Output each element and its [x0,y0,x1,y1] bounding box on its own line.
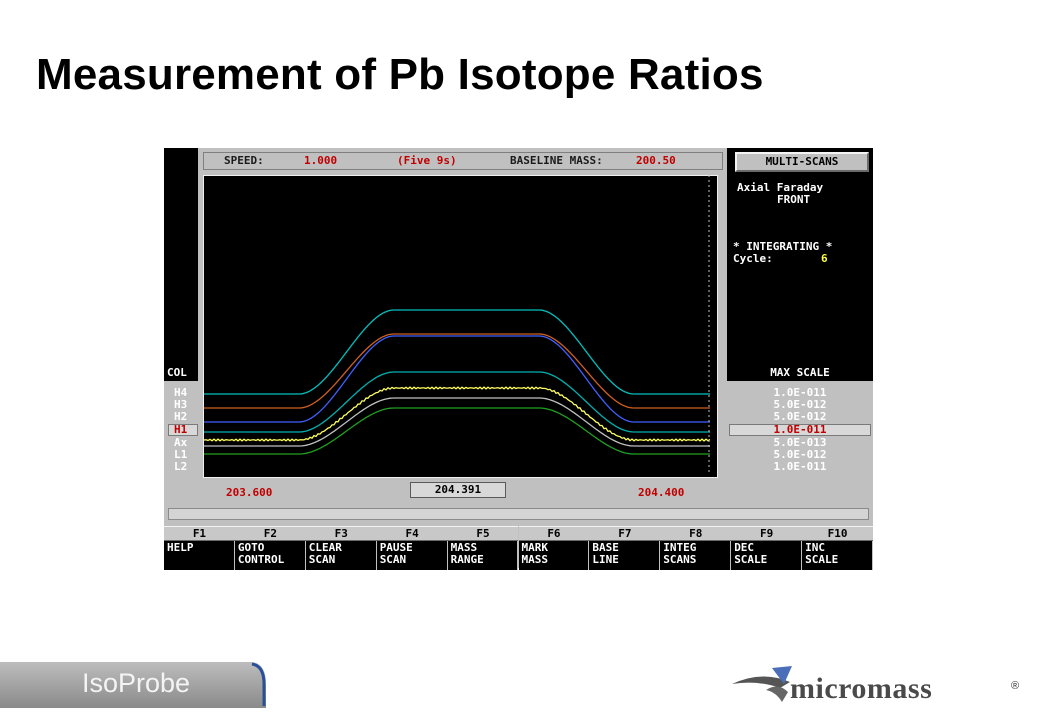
function-key-f5[interactable]: F5 MASS RANGE [447,526,519,570]
function-key-number: F5 [447,526,519,541]
function-key-label: DEC SCALE [731,541,803,570]
scan-header: SPEED: 1.000 (Five 9s) BASELINE MASS: 20… [198,148,727,175]
integrating-status: * INTEGRATING * [733,240,833,253]
function-key-label: CLEAR SCAN [305,541,377,570]
function-key-f2[interactable]: F2 GOTO CONTROL [234,526,306,570]
function-key-label: HELP [164,541,235,570]
function-key-f1[interactable]: F1 HELP [164,526,235,570]
max-scale-h1[interactable]: 1.0E-011 [729,424,871,436]
function-key-f3[interactable]: F3 CLEAR SCAN [305,526,377,570]
left-strip [164,148,198,381]
function-key-number: F7 [589,526,661,541]
function-key-number: F1 [164,526,235,541]
function-key-label: INTEG SCANS [660,541,732,570]
mass-start: 203.600 [226,486,273,499]
max-scale-h2[interactable]: 5.0E-012 [773,410,827,423]
max-scale-l1[interactable]: 5.0E-012 [773,448,827,461]
mass-end: 204.400 [638,486,685,499]
channel-h3[interactable]: H3 [174,398,188,411]
channel-h4[interactable]: H4 [174,386,188,399]
function-key-label: INC SCALE [802,541,873,570]
isoprobe-logo-bar [0,662,266,708]
function-key-bar: F1 HELP F2 GOTO CONTROL F3 CLEAR SCAN F4 PAUSE … [164,526,873,570]
max-scale-l2[interactable]: 1.0E-011 [773,460,827,473]
channel-ax[interactable]: Ax [174,436,188,449]
function-key-number: F3 [305,526,377,541]
max-scale-h4[interactable]: 1.0E-011 [773,386,827,399]
function-key-number: F8 [660,526,732,541]
isoprobe-logo: IsoProbe [82,668,191,698]
function-key-number: F9 [731,526,803,541]
function-key-number: F4 [376,526,448,541]
col-label: COL [164,364,198,381]
cycle-value: 6 [821,252,828,265]
channel-l1[interactable]: L1 [174,448,188,461]
slide-title: Measurement of Pb Isotope Ratios [36,50,764,99]
function-key-f7[interactable]: F7 BASE LINE [589,526,661,570]
function-key-number: F6 [518,526,590,541]
channel-l2[interactable]: L2 [174,460,188,473]
baseline-label: BASELINE MASS: [510,154,603,167]
multi-scans-button[interactable]: MULTI-SCANS [735,152,869,172]
function-key-f9[interactable]: F9 DEC SCALE [731,526,803,570]
function-key-label: GOTO CONTROL [234,541,306,570]
channel-h2[interactable]: H2 [174,410,188,423]
function-key-f10[interactable]: F10 INC SCALE [802,526,873,570]
cycle-label: Cycle: [733,252,773,265]
channel-h1[interactable]: H1 [168,424,198,436]
speed-label: SPEED: [224,154,264,167]
function-key-label: MASS RANGE [447,541,519,570]
isoprobe-screen: COL SPEED: 1.000 (Five 9s) BASELINE MASS… [164,148,873,570]
max-scale-ax[interactable]: 5.0E-013 [773,436,827,449]
plot-right-dotted-line [708,175,710,475]
max-scale-list: 1.0E-011 5.0E-012 5.0E-012 1.0E-011 5.0E-013… [727,387,873,473]
right-panel: MULTI-SCANS Axial Faraday FRONT * INTEGR… [727,148,873,381]
speed-value: 1.000 [304,154,338,167]
trace-h1 [204,371,710,433]
peak-traces [204,309,711,455]
trace-ax [204,386,711,442]
function-key-label: BASE LINE [589,541,661,570]
scan-plot [203,175,718,478]
trace-h3 [204,333,710,409]
trace-l1 [204,397,710,447]
channel-list: H4 H3 H2 H1 Ax L1 L2 [168,387,198,473]
max-scale-label: MAX SCALE [770,366,830,379]
function-key-f4[interactable]: F4 PAUSE SCAN [376,526,448,570]
function-key-f6[interactable]: F6 MARK MASS [518,526,590,570]
trace-h4 [204,309,710,395]
trace-l2 [204,407,710,455]
scan-mode: (Five 9s) [397,154,457,167]
micromass-logo-mark [732,666,792,702]
baseline-value: 200.50 [636,154,676,167]
detector-line2: FRONT [777,193,811,206]
max-scale-h3[interactable]: 5.0E-012 [773,398,827,411]
trace-h2 [204,335,710,423]
cursor-mass-box[interactable]: 204.391 [410,482,506,498]
registered-mark: ® [1011,680,1020,692]
function-key-number: F2 [234,526,306,541]
function-key-number: F10 [802,526,873,541]
micromass-logo: micromass [790,672,933,705]
status-bar [168,508,869,520]
function-key-f8[interactable]: F8 INTEG SCANS [660,526,732,570]
function-key-label: MARK MASS [518,541,590,570]
scan-header-bar: SPEED: 1.000 (Five 9s) BASELINE MASS: 20… [203,152,723,170]
detector-line1: Axial Faraday [737,181,824,194]
function-key-label: PAUSE SCAN [376,541,448,570]
